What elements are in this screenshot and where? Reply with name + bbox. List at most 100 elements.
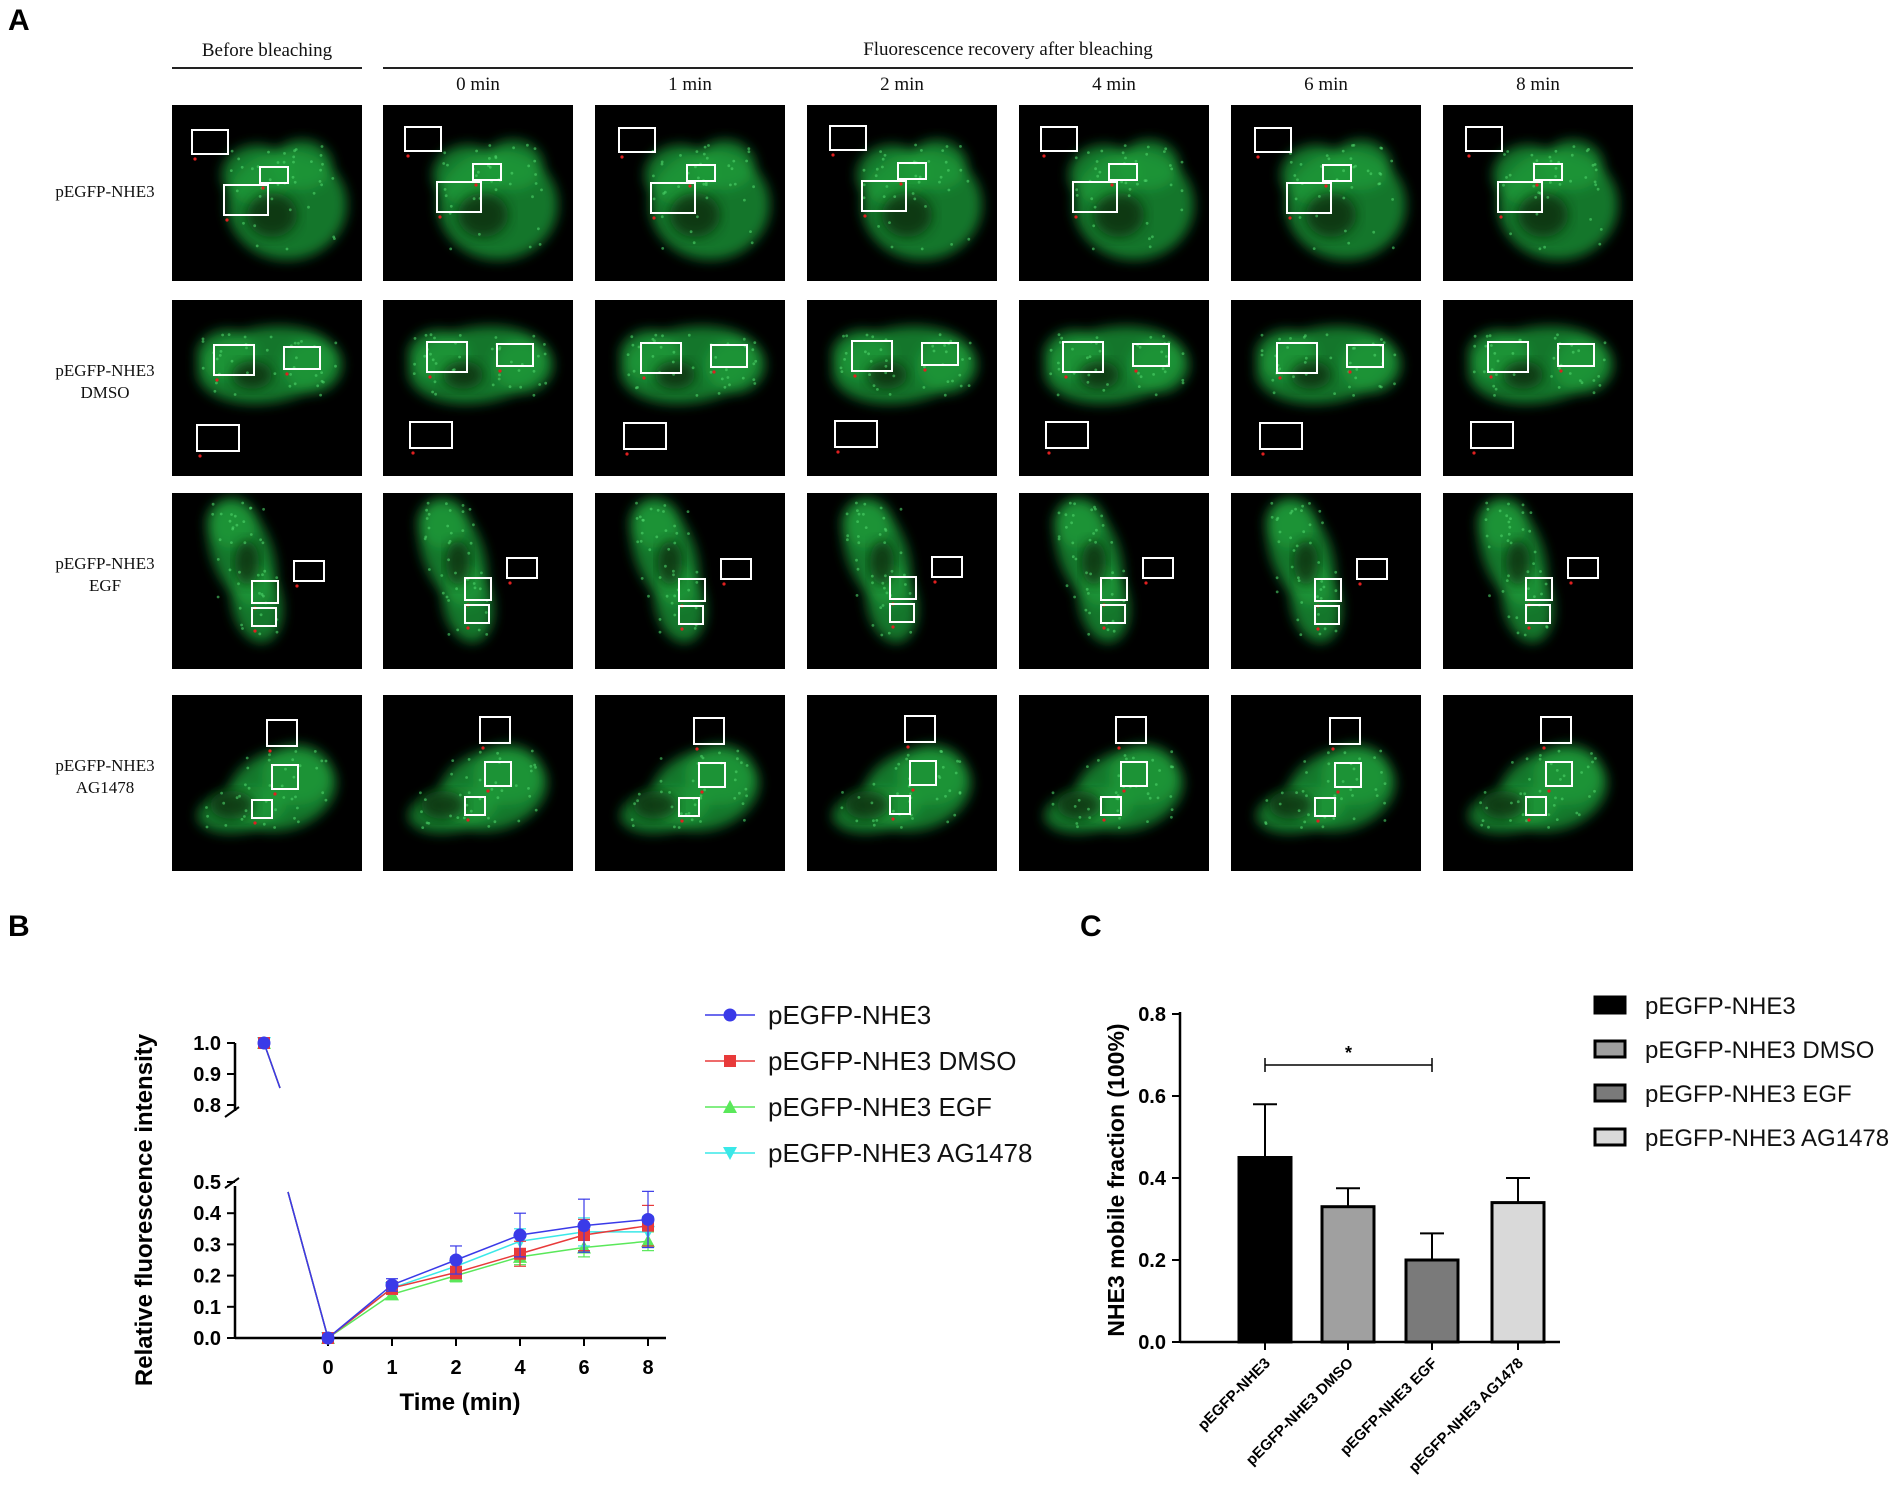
y-tick-label: 0.3 <box>193 1234 221 1256</box>
panel-letter-c: C <box>1080 910 1102 943</box>
row-label-0: pEGFP-NHE3 <box>35 181 175 203</box>
legend-label: pEGFP-NHE3 AG1478 <box>1645 1125 1889 1152</box>
axis-break-mark <box>224 1106 240 1118</box>
micrograph-row2-col5 <box>1231 493 1421 669</box>
legend-label: pEGFP-NHE3 <box>768 1000 931 1030</box>
data-point <box>449 1253 463 1267</box>
y-tick-label: 0.1 <box>193 1297 221 1319</box>
panel-letter-a: A <box>8 4 30 37</box>
y-tick-label: 0.5 <box>193 1172 221 1194</box>
micrograph-row3-col2 <box>595 695 785 871</box>
legend-label: pEGFP-NHE3 <box>1645 993 1796 1020</box>
group-header-before: Before bleaching <box>201 40 333 61</box>
y-tick-label: 0.2 <box>1138 1250 1166 1272</box>
y-tick-label: 0.0 <box>1138 1332 1166 1354</box>
micrograph-row2-col0 <box>172 493 362 669</box>
micrograph-row2-col6 <box>1443 493 1633 669</box>
legend-label: pEGFP-NHE3 EGF <box>1645 1081 1852 1108</box>
micrograph-row3-col1 <box>383 695 573 871</box>
legend-swatch <box>1593 995 1627 1015</box>
panel-letter-b: B <box>8 910 30 943</box>
micrograph-row3-col0 <box>172 695 362 871</box>
y-tick-label: 0.4 <box>1138 1168 1167 1190</box>
legend-label: pEGFP-NHE3 DMSO <box>768 1046 1017 1076</box>
data-point <box>321 1331 335 1345</box>
x-axis-label: Time (min) <box>400 1389 521 1416</box>
legend-marker <box>723 1008 737 1022</box>
legend: pEGFP-NHE3 pEGFP-NHE3 DMSO pEGFP-NHE3 EGF p… <box>1593 993 1889 1152</box>
micrograph-row2-col4 <box>1019 493 1209 669</box>
series-line-segment <box>263 1042 281 1089</box>
bar-3 <box>1490 1201 1546 1344</box>
micrograph-row0-col6 <box>1443 105 1633 281</box>
x-tick-label: 1 <box>386 1357 397 1379</box>
legend-swatch <box>1593 1039 1627 1059</box>
legend-marker <box>723 1100 737 1113</box>
legend-label: pEGFP-NHE3 EGF <box>768 1092 992 1122</box>
micrograph-row1-col1 <box>383 300 573 476</box>
micrograph-row1-col3 <box>807 300 997 476</box>
x-tick-label: 8 <box>642 1357 653 1379</box>
data-point <box>641 1212 655 1226</box>
legend: pEGFP-NHE3 pEGFP-NHE3 DMSO pEGFP-NHE3 EGF p… <box>705 1000 1032 1168</box>
time-label-3: 4 min <box>1092 74 1136 95</box>
significance-label: * <box>1345 1043 1352 1063</box>
micrograph-row1-col6 <box>1443 300 1633 476</box>
series-0 <box>257 1036 655 1345</box>
micrograph-row0-col1 <box>383 105 573 281</box>
row-label-line1: pEGFP-NHE3 <box>55 756 155 775</box>
bar-1 <box>1320 1205 1376 1344</box>
y-tick-label: 0.9 <box>193 1064 221 1086</box>
y-tick-label: 0.8 <box>193 1095 221 1117</box>
row-label-line1: pEGFP-NHE3 <box>55 182 155 201</box>
micrograph-row3-col4 <box>1019 695 1209 871</box>
legend-marker <box>724 1055 736 1067</box>
row-label-2: pEGFP-NHE3 EGF <box>35 553 175 597</box>
micrograph-row3-col3 <box>807 695 997 871</box>
row-label-line1: pEGFP-NHE3 <box>55 554 155 573</box>
legend-swatch <box>1593 1127 1627 1147</box>
micrograph-row1-col0 <box>172 300 362 476</box>
y-tick-label: 0.4 <box>193 1203 222 1225</box>
legend-label: pEGFP-NHE3 AG1478 <box>768 1138 1032 1168</box>
micrograph-row0-col0 <box>172 105 362 281</box>
x-tick-label: 6 <box>578 1357 589 1379</box>
time-label-5: 8 min <box>1516 74 1560 95</box>
time-label-4: 6 min <box>1304 74 1348 95</box>
legend-label: pEGFP-NHE3 DMSO <box>1645 1037 1874 1064</box>
micrograph-row0-col2 <box>595 105 785 281</box>
time-label-1: 1 min <box>668 74 712 95</box>
micrograph-row0-col3 <box>807 105 997 281</box>
micrograph-row3-col5 <box>1231 695 1421 871</box>
x-tick-label: 4 <box>514 1357 526 1379</box>
row-label-line1: pEGFP-NHE3 <box>55 361 155 380</box>
row-label-line2: AG1478 <box>75 778 135 797</box>
y-tick-label: 0.6 <box>1138 1086 1166 1108</box>
bar-2 <box>1404 1258 1460 1344</box>
y-tick-label: 1.0 <box>193 1033 221 1055</box>
micrograph-row1-col5 <box>1231 300 1421 476</box>
y-axis-label: NHE3 mobile fraction (100%) <box>1103 1023 1129 1336</box>
series-line <box>327 1218 649 1339</box>
micrograph-row2-col3 <box>807 493 997 669</box>
micrograph-row2-col1 <box>383 493 573 669</box>
category-label: pEGFP-NHE3 <box>1195 1355 1274 1434</box>
header-rule-before <box>172 67 362 69</box>
micrograph-row1-col2 <box>595 300 785 476</box>
micrograph-row0-col5 <box>1231 105 1421 281</box>
x-tick-label: 2 <box>450 1357 461 1379</box>
row-label-1: pEGFP-NHE3 DMSO <box>35 360 175 404</box>
data-point <box>577 1219 591 1233</box>
row-label-line2: EGF <box>88 576 122 595</box>
legend-marker <box>723 1147 737 1160</box>
fluorescence-recovery-chart: 0.0 0.1 0.2 0.3 0.4 0.5 0.8 0.9 1.0 0 1 2 4 6 8 Time (m… <box>131 1000 1032 1416</box>
row-label-line2: DMSO <box>80 383 130 402</box>
time-label-0: 0 min <box>456 74 500 95</box>
y-tick-label: 0.2 <box>193 1266 221 1288</box>
data-point <box>385 1278 399 1292</box>
y-tick-label: 0.8 <box>1138 1004 1166 1026</box>
data-point-pre <box>257 1036 271 1050</box>
x-tick-label: 0 <box>322 1357 333 1379</box>
bar-0 <box>1237 1156 1293 1344</box>
micrograph-row0-col4 <box>1019 105 1209 281</box>
